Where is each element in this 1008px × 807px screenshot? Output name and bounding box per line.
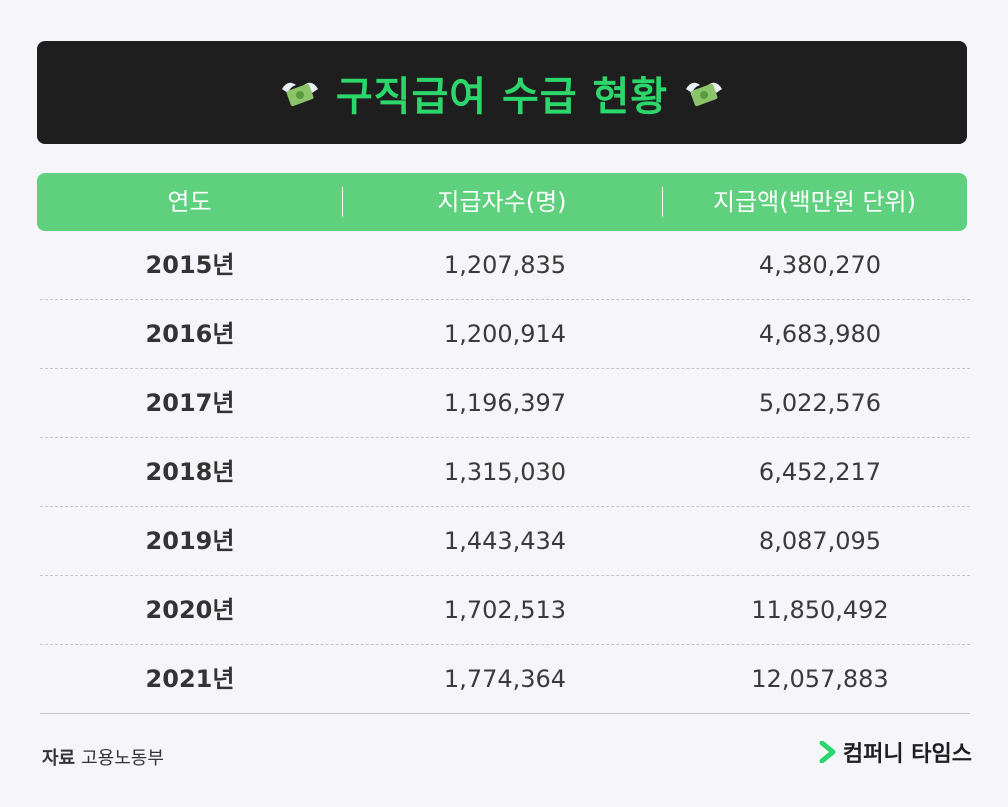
amount-cell: 11,850,492 bbox=[751, 596, 889, 624]
source-note: 자료 고용노동부 bbox=[42, 744, 164, 770]
page-title: 구직급여 수급 현황 bbox=[335, 73, 669, 120]
amount-cell: 4,683,980 bbox=[758, 320, 882, 348]
table-header: 연도 지급자수(명) 지급액(백만원 단위) bbox=[37, 173, 967, 231]
column-header-amount: 지급액(백만원 단위) bbox=[713, 188, 916, 216]
brand-name: 컴퍼니 타임스 bbox=[842, 742, 972, 767]
money-with-wings-icon bbox=[686, 82, 723, 106]
recipients-cell: 1,315,030 bbox=[443, 458, 567, 486]
year-cell: 2017년 bbox=[145, 389, 235, 417]
table-body: 2015년 1,207,835 4,380,270 2016년 1,200,91… bbox=[40, 231, 970, 714]
amount-cell: 5,022,576 bbox=[758, 389, 882, 417]
amount-cell: 4,380,270 bbox=[758, 251, 882, 279]
recipients-cell: 1,200,914 bbox=[443, 320, 567, 348]
year-cell: 2021년 bbox=[145, 665, 235, 693]
recipients-cell: 1,196,397 bbox=[443, 389, 567, 417]
column-header-recipients: 지급자수(명) bbox=[437, 188, 567, 216]
amount-cell: 8,087,095 bbox=[758, 527, 882, 555]
table-row: 2020년 1,702,513 11,850,492 bbox=[40, 576, 970, 645]
recipients-cell: 1,207,835 bbox=[443, 251, 567, 279]
table-row: 2017년 1,196,397 5,022,576 bbox=[40, 369, 970, 438]
chevron-right-icon bbox=[819, 741, 836, 763]
year-cell: 2016년 bbox=[145, 320, 235, 348]
table-row: 2016년 1,200,914 4,683,980 bbox=[40, 300, 970, 369]
money-with-wings-icon bbox=[281, 82, 318, 106]
title-banner: 구직급여 수급 현황 bbox=[37, 41, 967, 144]
table-row: 2015년 1,207,835 4,380,270 bbox=[40, 231, 970, 300]
column-header-year: 연도 bbox=[167, 188, 212, 216]
header-divider bbox=[342, 187, 343, 217]
source-label: 자료 bbox=[42, 748, 76, 769]
year-cell: 2018년 bbox=[145, 458, 235, 486]
year-cell: 2019년 bbox=[145, 527, 235, 555]
source-value: 고용노동부 bbox=[81, 748, 164, 769]
recipients-cell: 1,702,513 bbox=[443, 596, 567, 624]
recipients-cell: 1,443,434 bbox=[443, 527, 567, 555]
table-row: 2018년 1,315,030 6,452,217 bbox=[40, 438, 970, 507]
amount-cell: 12,057,883 bbox=[751, 665, 889, 693]
table-row: 2019년 1,443,434 8,087,095 bbox=[40, 507, 970, 576]
amount-cell: 6,452,217 bbox=[758, 458, 882, 486]
year-cell: 2020년 bbox=[145, 596, 235, 624]
recipients-cell: 1,774,364 bbox=[443, 665, 567, 693]
header-divider bbox=[662, 187, 663, 217]
table-row: 2021년 1,774,364 12,057,883 bbox=[40, 645, 970, 714]
year-cell: 2015년 bbox=[145, 251, 235, 279]
brand-logo: 컴퍼니 타임스 bbox=[819, 736, 972, 768]
